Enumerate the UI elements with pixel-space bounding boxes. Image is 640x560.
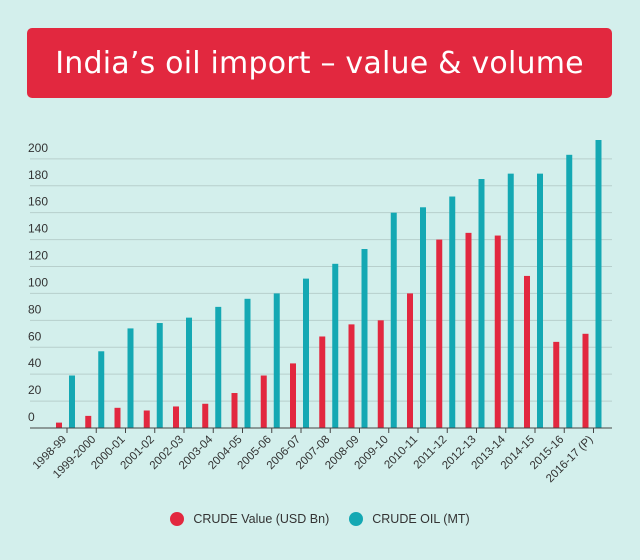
legend-swatch-crude-oil bbox=[349, 512, 364, 526]
bar-crude-oil bbox=[332, 263, 339, 428]
bar-crude-value bbox=[377, 320, 384, 428]
y-tick-label: 120 bbox=[28, 249, 48, 263]
bar-crude-value bbox=[494, 235, 501, 428]
legend-label-crude-oil: CRUDE OIL (MT) bbox=[372, 512, 470, 526]
bar-crude-value bbox=[436, 239, 443, 428]
bar-crude-value bbox=[319, 336, 326, 428]
chart-legend: CRUDE Value (USD Bn) CRUDE OIL (MT) bbox=[0, 512, 640, 526]
bar-crude-oil bbox=[186, 317, 192, 428]
y-tick-label: 0 bbox=[28, 410, 35, 424]
bar-crude-value bbox=[56, 422, 62, 428]
legend-item-crude-oil: CRUDE OIL (MT) bbox=[349, 512, 470, 526]
bar-crude-oil bbox=[507, 173, 514, 428]
bar-crude-oil bbox=[390, 212, 397, 428]
bar-crude-oil bbox=[215, 306, 222, 428]
bar-crude-value bbox=[114, 407, 121, 428]
bar-crude-oil bbox=[69, 375, 75, 428]
bar-crude-oil bbox=[537, 173, 543, 428]
bar-crude-value bbox=[231, 393, 238, 428]
bar-crude-oil bbox=[127, 328, 134, 428]
bar-crude-oil bbox=[361, 249, 368, 428]
chart-title: India’s oil import – value & volume bbox=[55, 45, 584, 81]
bar-crude-value bbox=[582, 333, 589, 428]
chart-title-banner: India’s oil import – value & volume bbox=[27, 28, 612, 98]
bar-crude-oil bbox=[273, 293, 280, 428]
legend-label-crude-value: CRUDE Value (USD Bn) bbox=[193, 512, 330, 526]
y-tick-label: 80 bbox=[28, 302, 42, 316]
bar-crude-oil bbox=[478, 179, 485, 428]
bar-crude-value bbox=[173, 406, 179, 428]
legend-item-crude-value: CRUDE Value (USD Bn) bbox=[170, 512, 329, 526]
bar-crude-oil bbox=[566, 154, 573, 428]
y-tick-label: 180 bbox=[28, 168, 48, 182]
bar-crude-oil bbox=[244, 298, 251, 428]
y-tick-label: 160 bbox=[28, 195, 48, 209]
y-tick-label: 60 bbox=[28, 329, 42, 343]
y-tick-label: 200 bbox=[28, 141, 48, 155]
bar-crude-oil bbox=[449, 196, 456, 428]
bar-crude-oil bbox=[303, 278, 309, 428]
y-tick-label: 40 bbox=[28, 356, 42, 370]
legend-swatch-crude-value bbox=[170, 512, 185, 526]
bar-crude-value bbox=[407, 293, 413, 428]
bar-crude-value bbox=[524, 275, 530, 428]
bar-crude-oil bbox=[156, 323, 163, 428]
bar-crude-value bbox=[465, 232, 472, 428]
y-tick-label: 20 bbox=[28, 383, 42, 397]
bar-crude-oil bbox=[595, 140, 602, 428]
bar-crude-value bbox=[553, 341, 560, 428]
bar-crude-value bbox=[143, 410, 150, 428]
bar-crude-value bbox=[85, 415, 92, 428]
y-tick-label: 100 bbox=[28, 275, 48, 289]
bar-crude-value bbox=[290, 363, 296, 428]
bar-crude-oil bbox=[98, 351, 105, 428]
bar-crude-oil bbox=[420, 207, 426, 428]
y-tick-label: 140 bbox=[28, 222, 48, 236]
bar-crude-value bbox=[260, 375, 267, 428]
bar-crude-value bbox=[348, 324, 355, 428]
bar-crude-value bbox=[202, 403, 209, 428]
